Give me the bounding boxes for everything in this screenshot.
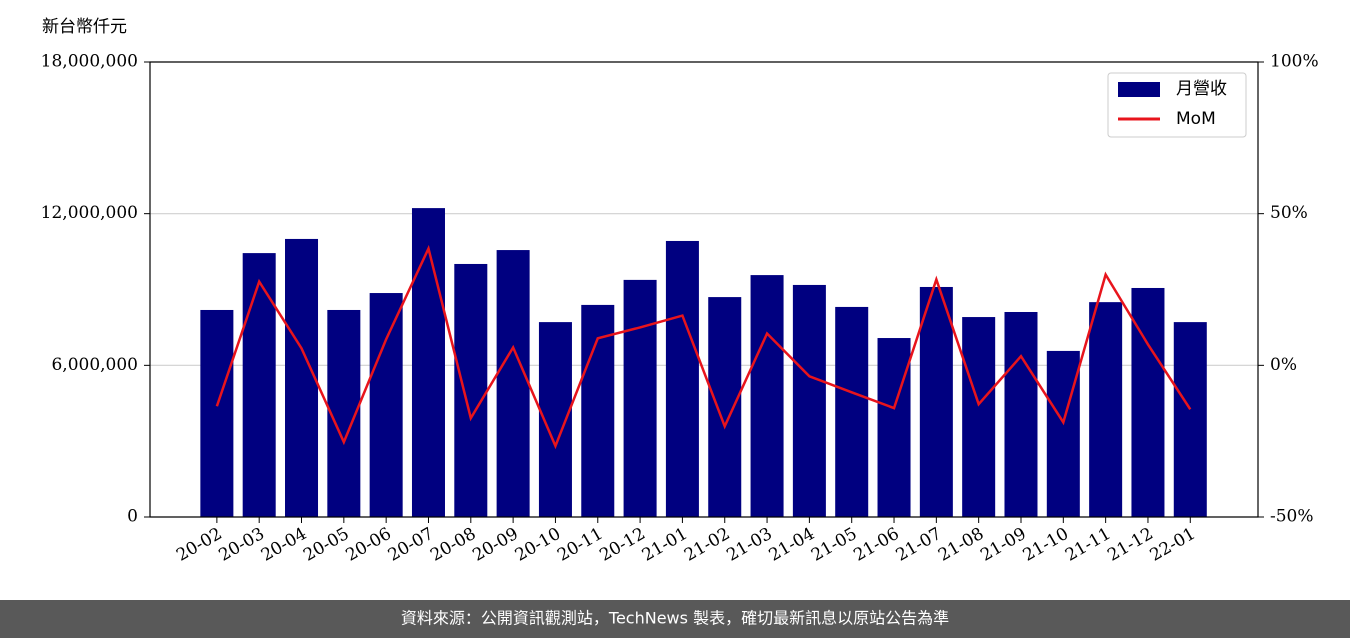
footer: 資料來源：公開資訊觀測站，TechNews 製表，確切最新訊息以原站公告為準 <box>401 609 949 628</box>
x-tick-label: 21-11 <box>1062 524 1114 566</box>
bar <box>919 286 953 517</box>
x-tick-label: 21-05 <box>808 524 860 566</box>
x-tick-label: 21-04 <box>766 524 818 566</box>
bar <box>200 309 234 517</box>
y-tick-label: 0 <box>127 507 138 527</box>
y-tick-label: 18,000,000 <box>41 52 138 72</box>
x-tick-label: 21-08 <box>935 524 987 566</box>
bar <box>581 304 615 517</box>
bar <box>750 275 784 517</box>
bar <box>242 253 276 517</box>
bar <box>285 238 319 517</box>
x-tick-label: 21-12 <box>1104 524 1156 566</box>
bar <box>665 240 699 517</box>
bar <box>1046 350 1080 517</box>
bar <box>1173 322 1207 517</box>
bar <box>1004 311 1038 517</box>
bar <box>877 338 911 517</box>
y-axis-label: 新台幣仟元 <box>42 17 127 37</box>
x-tick-label: 21-07 <box>893 524 945 566</box>
bar <box>369 293 403 517</box>
x-tick-label: 20-11 <box>554 524 606 566</box>
x-tick-label: 20-09 <box>469 524 521 566</box>
x-tick-label: 21-06 <box>850 524 902 566</box>
bar <box>496 250 530 518</box>
x-tick-label: 20-07 <box>385 524 437 566</box>
line <box>215 244 1192 450</box>
x-tick-label: 20-10 <box>512 524 564 566</box>
x-tick-label: 21-09 <box>977 524 1029 566</box>
bar <box>835 306 869 517</box>
bar <box>454 263 488 517</box>
bar <box>792 284 826 517</box>
bar <box>623 279 657 517</box>
y-tick-label: 6,000,000 <box>51 355 138 375</box>
y2-tick-label: 50% <box>1270 203 1308 223</box>
bar <box>708 297 742 517</box>
x-tick-label: 20-06 <box>342 524 394 566</box>
bar <box>962 317 996 517</box>
legend-label: 月營收 <box>1176 79 1227 99</box>
x-tick-label: 22-01 <box>1147 524 1199 566</box>
x-tick-label: 21-02 <box>681 524 733 566</box>
x-tick-label: 21-03 <box>723 524 775 566</box>
y2-tick-label: -50% <box>1270 507 1314 527</box>
x-tick-label: 20-08 <box>427 524 479 566</box>
x-tick-label: 21-10 <box>1020 524 1072 566</box>
y2-tick-label: 100% <box>1270 52 1319 72</box>
bar <box>1131 287 1165 517</box>
y-tick-label: 12,000,000 <box>41 203 138 223</box>
x-tick-label: 21-01 <box>639 524 691 566</box>
legend-label: MoM <box>1176 109 1216 129</box>
y2-tick-label: 0% <box>1270 355 1297 375</box>
plot-frame <box>149 61 1259 518</box>
bar <box>411 208 445 517</box>
legend-swatch <box>1118 82 1160 97</box>
bar <box>1089 302 1123 517</box>
x-tick-label: 20-03 <box>215 524 267 566</box>
x-tick-label: 20-02 <box>173 524 225 566</box>
x-tick-label: 20-04 <box>258 524 310 566</box>
x-tick-label: 20-12 <box>596 524 648 566</box>
footer-bar <box>0 600 1350 638</box>
x-tick-label: 20-05 <box>300 524 352 566</box>
